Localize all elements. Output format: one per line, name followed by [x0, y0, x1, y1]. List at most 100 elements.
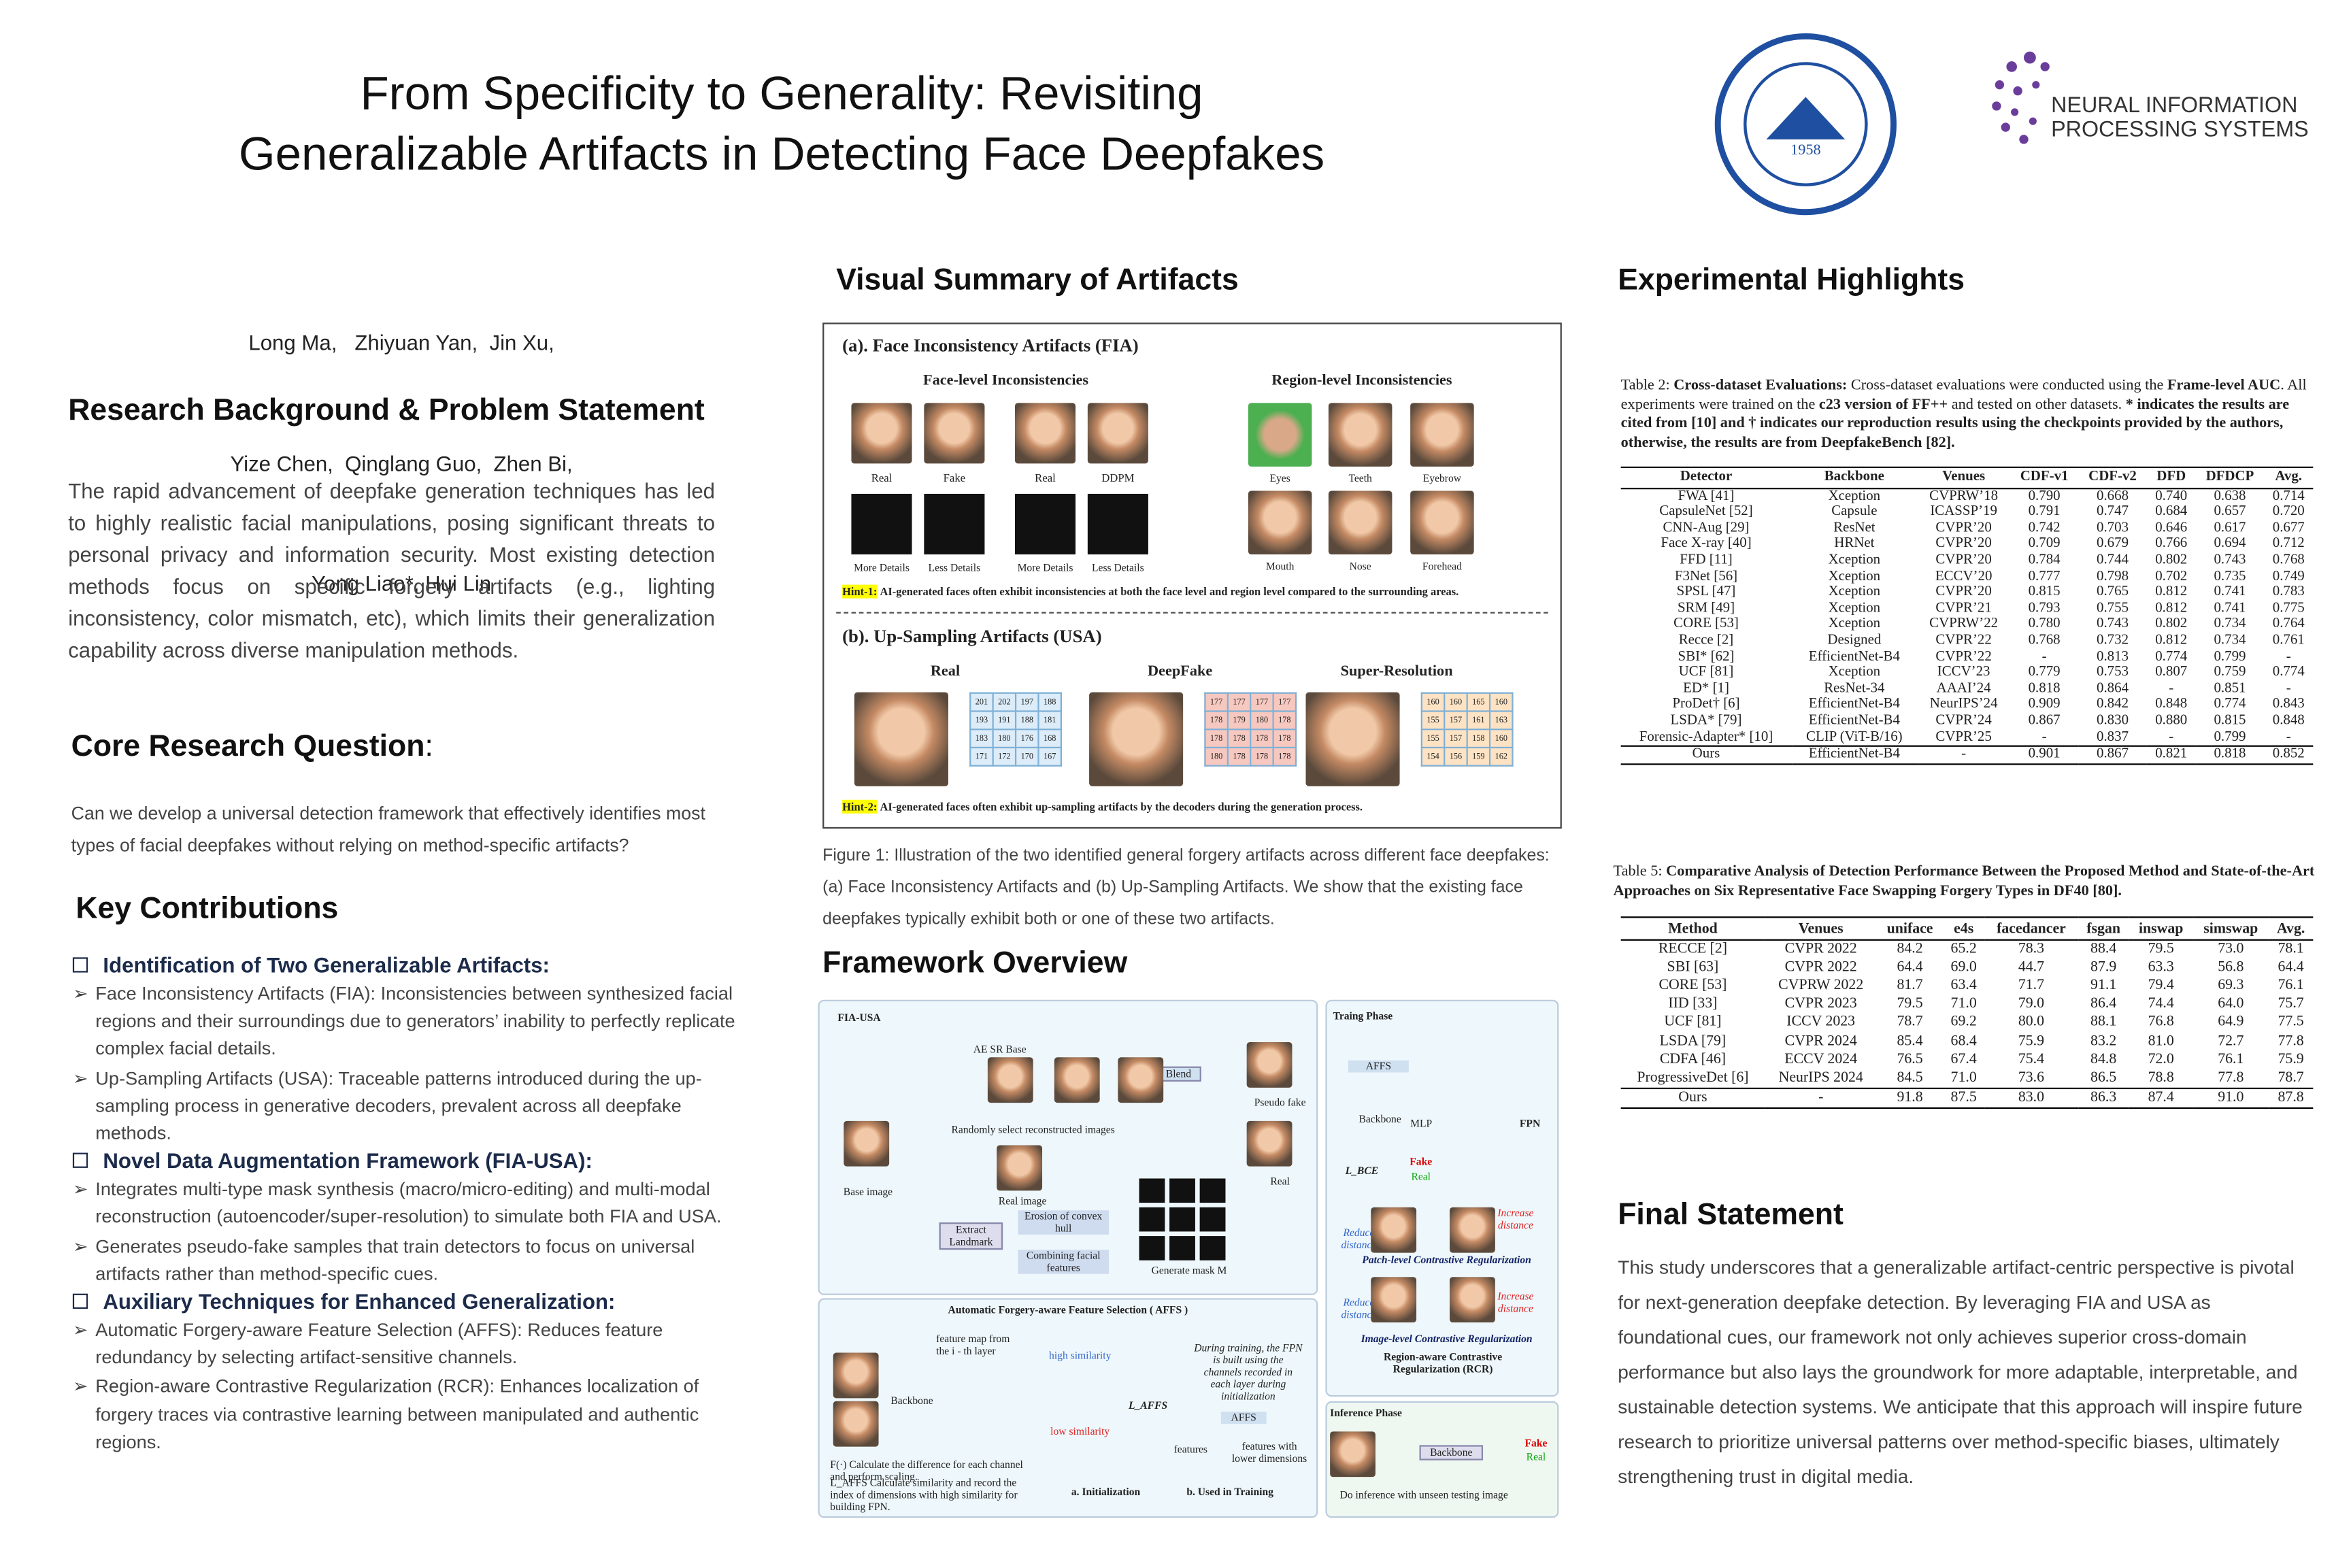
table-cell: - — [1961, 747, 1967, 763]
fig-label: Mouth — [1265, 560, 1295, 573]
grid-cell: 201 — [969, 692, 994, 712]
bullet: ➢ Generates pseudo-fake samples that trai… — [73, 1233, 739, 1288]
grid-cell: 202 — [992, 692, 1017, 712]
table-cell: Capsule — [1831, 504, 1878, 520]
pixel-grid: 201 202 197 188 193 191 188 181 183 180 176 168 171 1… — [969, 692, 1062, 767]
table-cell: 0.735 — [2214, 569, 2246, 584]
table-cell: ResNet — [1833, 520, 1875, 536]
grid-cell: 176 — [1014, 729, 1039, 749]
table-cell: 74.4 — [2148, 995, 2174, 1013]
table-caption: Table 5: Comparative Analysis of Detecti… — [1614, 862, 2326, 901]
fig-label: Generate mask M — [1151, 1265, 1227, 1278]
caption-part: Cross-dataset evaluations were conducted… — [1847, 377, 2167, 394]
table-cell: 83.0 — [2018, 1088, 2045, 1106]
photo — [1248, 403, 1312, 467]
table-cell: SBI [63] — [1667, 958, 1719, 976]
table-cell: 0.783 — [2272, 584, 2305, 601]
fig-label: Backbone — [1358, 1113, 1401, 1126]
table-cell: 67.4 — [1950, 1050, 1977, 1068]
table-row: Face X-ray [40] HRNet CVPR’20 0.709 0.679 0.7… — [1621, 537, 2314, 553]
fig-label: Fake — [1524, 1437, 1548, 1450]
fig-label: a. Initialization — [1071, 1486, 1141, 1499]
column-header: Backbone — [1824, 469, 1884, 486]
table-cell: 0.818 — [2214, 747, 2246, 763]
table-cell: 85.4 — [1897, 1032, 1923, 1050]
table-cell: 0.775 — [2272, 601, 2305, 616]
table-cell: CVPR’20 — [1935, 537, 1992, 552]
grid-cell: 178 — [1227, 729, 1252, 749]
table-cell: 88.4 — [2090, 941, 2117, 958]
table-cell: Xception — [1828, 665, 1881, 681]
author-line: Yize Chen, Qinglang Guo, Zhen Bi, — [230, 450, 573, 476]
fig-subtitle: (a). Face Inconsistency Artifacts (FIA) — [842, 335, 1139, 356]
table-cell: ECCV 2024 — [1784, 1050, 1858, 1068]
fig-label: DDPM — [1101, 471, 1135, 485]
contribution-title: Identification of Two Generalizable Arti… — [72, 953, 739, 977]
grid-row: 177 177 177 177 — [1204, 692, 1297, 712]
table-cell: 69.0 — [1950, 958, 1977, 976]
grid-row: 154 156 159 162 — [1420, 746, 1514, 767]
grid-cell: 178 — [1250, 729, 1274, 749]
column-header: CDF-v1 — [2020, 469, 2069, 486]
question-text: Can we develop a universal detection fra… — [71, 803, 705, 856]
fig-label: Face-level Inconsistencies — [923, 372, 1089, 390]
background-text: The rapid advancement of deepfake genera… — [68, 478, 716, 663]
fig-label: Real — [930, 663, 961, 680]
table-cell: EfficientNet-B4 — [1808, 697, 1900, 713]
table-cell: 0.777 — [2028, 569, 2061, 584]
table-row: F3Net [56] Xception ECCV’20 0.777 0.798 0.702… — [1621, 569, 2314, 585]
table-cell: CVPR’20 — [1935, 552, 1992, 568]
fig-label: DeepFake — [1148, 663, 1213, 680]
table-cell: ICCV 2023 — [1786, 1014, 1856, 1031]
table-cell: 0.793 — [2028, 601, 2061, 616]
fia-usa-panel — [818, 999, 1318, 1295]
mask-tile — [1199, 1178, 1226, 1203]
table-cell: CVPR’20 — [1935, 584, 1992, 601]
bullet-text: Region-aware Contrastive Regularization … — [95, 1375, 699, 1453]
mask-tile — [1139, 1178, 1165, 1203]
photo — [1450, 1277, 1495, 1322]
table-row: UCF [81] Xception ICCV’23 0.779 0.753 0.807 0.… — [1621, 665, 2314, 682]
table-cell: 0.765 — [2097, 584, 2129, 601]
table-cell: - — [1818, 1088, 1824, 1106]
grid-cell: 157 — [1444, 710, 1468, 731]
table-cell: 0.712 — [2272, 537, 2305, 552]
caption-part: Table 5: — [1613, 863, 1667, 880]
grid-cell: 160 — [1488, 692, 1514, 712]
table-cell: 0.743 — [2097, 617, 2129, 633]
table-row: SBI* [62] EfficientNet-B4 CVPR’22 - 0.813 0.7… — [1621, 649, 2314, 665]
table-cell: 0.749 — [2272, 569, 2305, 584]
table-cell: 0.694 — [2214, 537, 2246, 552]
table: Detector Backbone Venues CDF-v1 CDF-v2 DFD DFD… — [1620, 466, 2314, 765]
table-cell: 81.7 — [1897, 977, 1923, 995]
fig-label: More Details — [854, 562, 910, 574]
table-cell: 0.668 — [2097, 488, 2129, 504]
table-cell: 0.802 — [2155, 617, 2188, 633]
column-header: Venues — [1798, 920, 1844, 937]
table-cell: 0.768 — [2028, 633, 2061, 648]
table-cell: 0.802 — [2155, 552, 2188, 568]
grid-cell: 181 — [1037, 710, 1062, 731]
photo — [1246, 1120, 1293, 1167]
table-caption: Table 2: Cross-dataset Evaluations: Cros… — [1621, 377, 2318, 452]
table-cell: 79.5 — [1897, 995, 1923, 1013]
fig-label: Real — [1035, 471, 1056, 485]
grid-cell: 178 — [1250, 746, 1274, 767]
table-cell: 0.807 — [2155, 665, 2188, 681]
table-cell: 71.0 — [1950, 1069, 1977, 1086]
table-cell: 0.741 — [2214, 601, 2246, 616]
table-cell: 0.843 — [2272, 697, 2305, 713]
table-row: CDFA [46] ECCV 2024 76.5 67.4 75.4 84.8 72.0 76… — [1621, 1051, 2314, 1069]
table-cell: 84.5 — [1897, 1069, 1923, 1086]
column-header: DFDCP — [2205, 469, 2254, 486]
fig-label: More Details — [1017, 562, 1073, 574]
table-cell: NeurIPS’24 — [1929, 697, 1998, 713]
caption-part: c23 version of FF++ — [1818, 396, 1948, 413]
table-cell: ED* [1] — [1683, 681, 1729, 697]
grid-cell: 154 — [1420, 746, 1446, 767]
table-row: LSDA [79] CVPR 2024 85.4 68.4 75.9 83.2 81.0 72… — [1621, 1033, 2314, 1051]
fig-label: Pseudo fake — [1254, 1097, 1306, 1110]
table-cell: ProgressiveDet [6] — [1637, 1069, 1749, 1086]
table-cell: Xception — [1828, 569, 1881, 584]
table-cell: Xception — [1828, 552, 1881, 568]
